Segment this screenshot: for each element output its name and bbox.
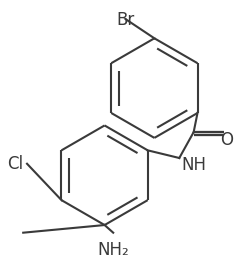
- Text: NH₂: NH₂: [97, 241, 129, 259]
- Text: NH: NH: [181, 156, 206, 174]
- Text: Br: Br: [116, 11, 134, 29]
- Text: O: O: [220, 131, 234, 149]
- Text: Cl: Cl: [7, 155, 23, 173]
